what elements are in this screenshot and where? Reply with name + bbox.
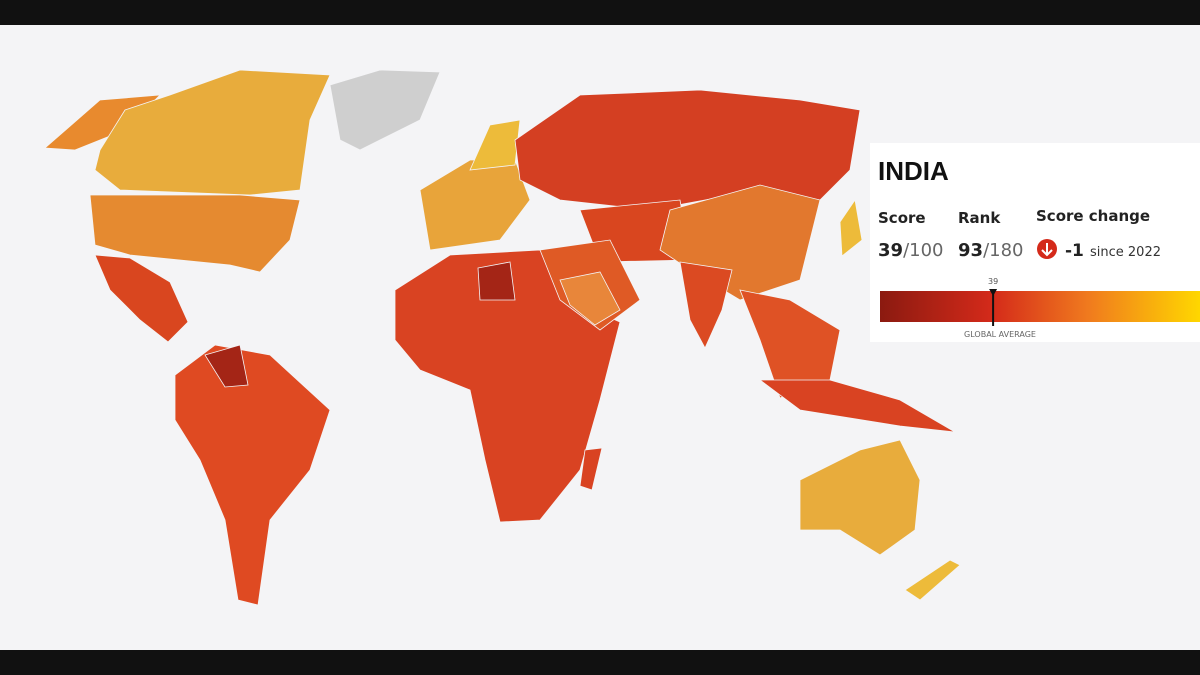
world-map	[44, 69, 961, 606]
rank-total: /180	[983, 240, 1023, 261]
rank-value: 93	[958, 240, 983, 261]
libya	[477, 261, 516, 301]
russia	[514, 89, 861, 211]
canada	[94, 69, 331, 196]
info-panel: INDIA Score Rank Score change 39/100 93/…	[870, 143, 1200, 342]
marker-label: 39	[988, 277, 998, 286]
scandinavia	[469, 119, 521, 171]
score-marker-group: 39	[988, 277, 998, 326]
country-name: INDIA	[878, 156, 949, 186]
change-since: since 2022	[1090, 245, 1161, 260]
score: 39/100	[878, 240, 943, 261]
south-america	[174, 344, 331, 606]
top-bar	[0, 0, 1200, 25]
venezuela	[204, 344, 249, 388]
saudi-arabia	[559, 271, 621, 326]
greenland	[329, 69, 441, 151]
down-arrow	[1041, 243, 1053, 257]
change-label: Score change	[1036, 207, 1150, 225]
usa	[89, 194, 301, 273]
global-average-label: GLOBAL AVERAGE	[964, 330, 1036, 339]
australia	[799, 439, 921, 556]
new-zealand	[904, 559, 961, 601]
score-label: Score	[878, 209, 926, 227]
score-max: /100	[903, 240, 943, 261]
central-america	[94, 254, 189, 343]
madagascar	[579, 447, 603, 491]
europe	[419, 159, 531, 251]
india	[679, 261, 733, 349]
rank-label: Rank	[958, 209, 1001, 227]
japan	[839, 198, 863, 257]
rank: 93/180	[958, 240, 1023, 261]
score-value: 39	[878, 240, 903, 261]
indonesia	[758, 379, 956, 433]
score-scale	[880, 291, 1200, 322]
marker-head	[989, 289, 998, 296]
change-value: -1	[1065, 241, 1084, 261]
bottom-bar	[0, 650, 1200, 675]
